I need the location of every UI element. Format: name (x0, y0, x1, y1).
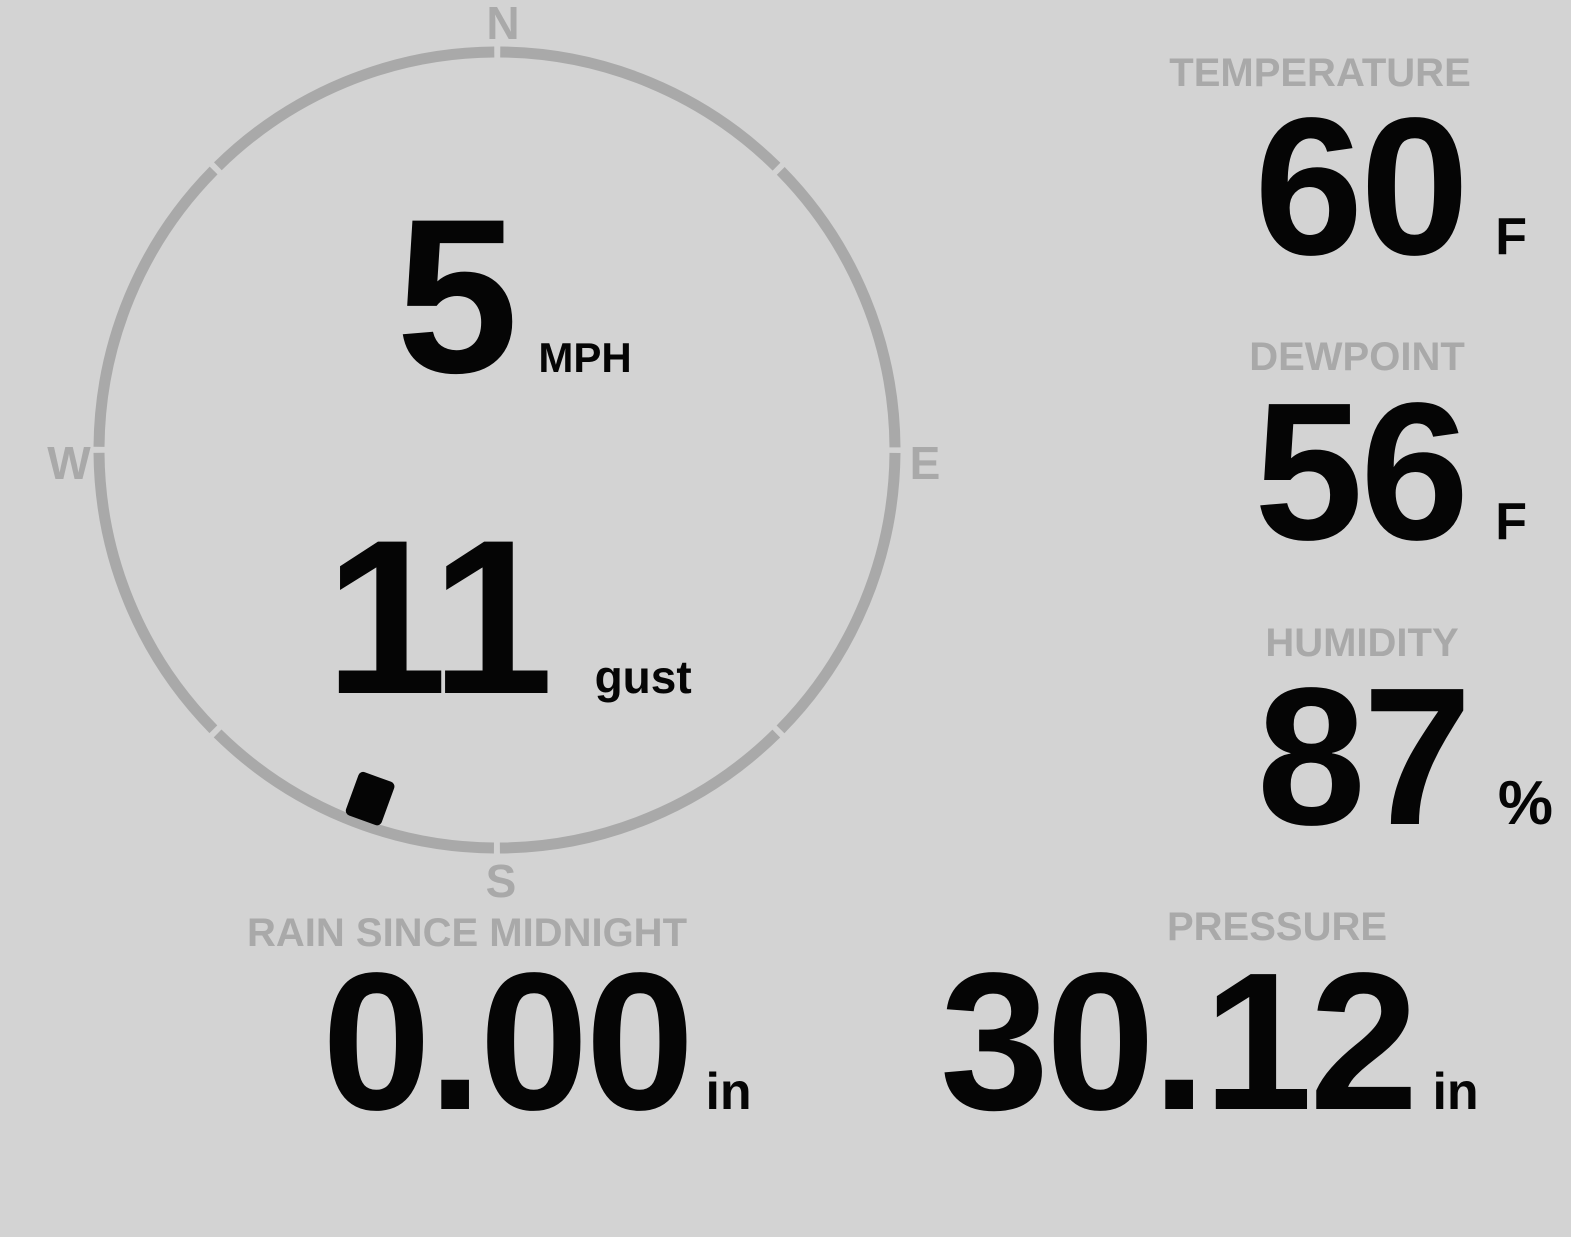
temperature-unit: F (1495, 208, 1527, 266)
humidity-unit: % (1497, 769, 1553, 838)
temperature-label: TEMPERATURE (1169, 51, 1471, 95)
wind-speed-value: 5 (396, 173, 518, 419)
dewpoint-value-group: 56 F (1254, 374, 1527, 570)
pressure-value-group: 30.12 in (940, 944, 1479, 1140)
wind-direction-indicator (344, 770, 396, 827)
wind-gust-unit: gust (594, 651, 692, 703)
wind-gust-value: 11 (325, 494, 554, 740)
humidity-label: HUMIDITY (1265, 621, 1459, 665)
compass-label-west: W (47, 437, 91, 489)
wind-speed-group: 5 MPH (396, 186, 632, 406)
dewpoint-label: DEWPOINT (1249, 335, 1465, 379)
pressure-unit: in (1432, 1063, 1479, 1121)
rain-value: 0.00 (322, 932, 694, 1151)
pressure-label: PRESSURE (1166, 905, 1388, 949)
compass-label-east: E (909, 437, 941, 489)
temperature-value: 60 (1254, 77, 1469, 296)
wind-speed-unit: MPH (538, 334, 632, 381)
rain-unit: in (705, 1063, 752, 1121)
temperature-value-group: 60 F (1254, 89, 1527, 285)
dewpoint-unit: F (1495, 493, 1527, 551)
humidity-value-group: 87 % (1257, 659, 1553, 855)
dewpoint-value: 56 (1254, 362, 1469, 581)
compass-label-north: N (486, 0, 520, 49)
wind-gust-group: 11 gust (325, 507, 692, 727)
rain-label: RAIN SINCE MIDNIGHT (247, 911, 687, 955)
pressure-value: 30.12 (940, 932, 1418, 1151)
humidity-value: 87 (1256, 647, 1472, 866)
rain-value-group: 0.00 in (322, 944, 752, 1140)
compass-label-south: S (485, 855, 517, 907)
